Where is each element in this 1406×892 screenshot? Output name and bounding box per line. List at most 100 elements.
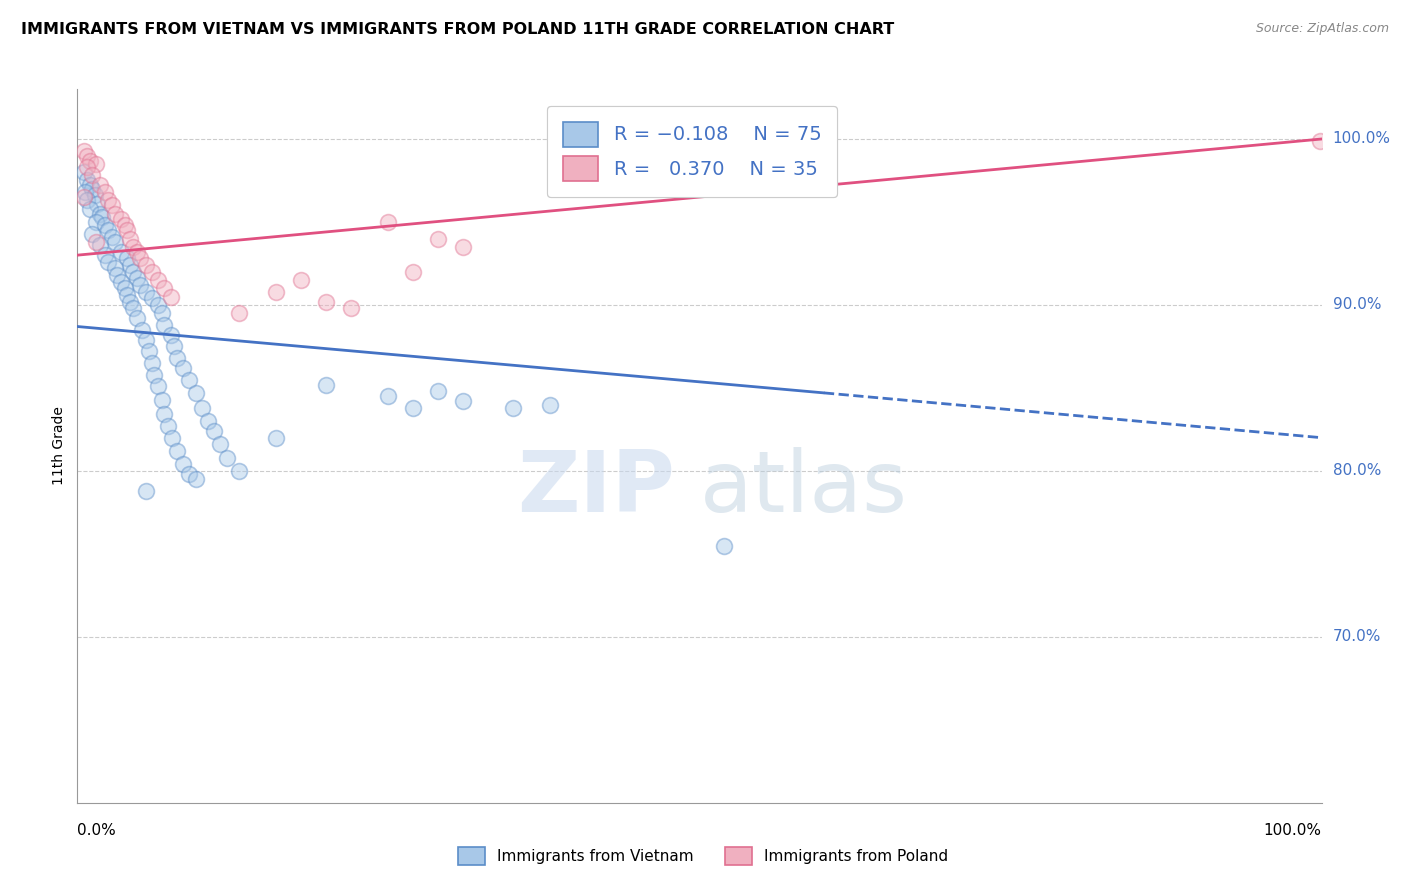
Point [290, 273, 312, 287]
Point [184, 385, 207, 400]
Point [266, 431, 288, 445]
Point [143, 368, 166, 382]
Point [135, 333, 157, 347]
Point [141, 291, 163, 305]
Point [215, 450, 238, 465]
Point [79, 178, 101, 193]
Point [135, 258, 157, 272]
Point [402, 401, 425, 415]
Point [118, 258, 141, 272]
Point [86, 196, 108, 211]
Point [125, 271, 148, 285]
Point [377, 389, 399, 403]
Text: 100.0%: 100.0% [1333, 131, 1391, 146]
Point [79, 153, 101, 168]
Point [93, 185, 115, 199]
Point [110, 211, 132, 226]
Point [110, 244, 132, 259]
Point [125, 311, 148, 326]
Y-axis label: 11th Grade: 11th Grade [52, 407, 66, 485]
Point [122, 301, 145, 316]
Point [76, 148, 98, 162]
Point [377, 215, 399, 229]
Point [166, 444, 188, 458]
Point [163, 339, 186, 353]
Point [141, 356, 163, 370]
Point [72, 190, 94, 204]
Point [105, 268, 128, 282]
Point [159, 327, 181, 342]
Point [104, 261, 127, 276]
Point [157, 419, 180, 434]
Point [135, 285, 157, 299]
Point [228, 464, 250, 478]
Point [76, 160, 98, 174]
Point [148, 379, 170, 393]
Text: Source: ZipAtlas.com: Source: ZipAtlas.com [1256, 22, 1389, 36]
Point [83, 188, 105, 202]
Point [76, 194, 98, 208]
Point [451, 394, 474, 409]
Point [89, 178, 111, 193]
Legend: R = −0.108    N = 75, R =   0.370    N = 35: R = −0.108 N = 75, R = 0.370 N = 35 [547, 106, 837, 197]
Point [148, 298, 170, 312]
Point [97, 254, 120, 268]
Point [135, 483, 157, 498]
Point [153, 318, 176, 332]
Point [115, 252, 138, 266]
Point [153, 408, 176, 422]
Point [110, 275, 132, 289]
Text: 80.0%: 80.0% [1333, 463, 1381, 478]
Point [97, 194, 120, 208]
Point [153, 281, 176, 295]
Point [172, 361, 194, 376]
Point [502, 401, 524, 415]
Point [82, 169, 104, 183]
Point [82, 182, 104, 196]
Point [101, 198, 124, 212]
Point [131, 323, 153, 337]
Point [122, 240, 145, 254]
Point [76, 173, 98, 187]
Point [115, 288, 138, 302]
Point [114, 281, 136, 295]
Text: 100.0%: 100.0% [1264, 822, 1322, 838]
Point [191, 401, 214, 415]
Point [73, 185, 96, 199]
Point [84, 215, 107, 229]
Text: IMMIGRANTS FROM VIETNAM VS IMMIGRANTS FROM POLAND 11TH GRADE CORRELATION CHART: IMMIGRANTS FROM VIETNAM VS IMMIGRANTS FR… [21, 22, 894, 37]
Point [713, 539, 735, 553]
Point [402, 265, 425, 279]
Point [209, 437, 232, 451]
Text: 90.0%: 90.0% [1333, 297, 1381, 312]
Point [118, 231, 141, 245]
Point [160, 431, 183, 445]
Point [104, 207, 127, 221]
Point [125, 244, 148, 259]
Point [197, 414, 219, 428]
Point [93, 248, 115, 262]
Point [202, 424, 225, 438]
Point [159, 290, 181, 304]
Point [84, 157, 107, 171]
Point [179, 467, 201, 482]
Point [340, 301, 363, 316]
Text: 70.0%: 70.0% [1333, 630, 1381, 644]
Point [101, 230, 124, 244]
Point [93, 219, 115, 233]
Point [72, 144, 94, 158]
Point [128, 252, 150, 266]
Point [315, 377, 337, 392]
Point [427, 384, 450, 399]
Point [141, 265, 163, 279]
Point [538, 397, 561, 411]
Legend: Immigrants from Vietnam, Immigrants from Poland: Immigrants from Vietnam, Immigrants from… [451, 841, 955, 871]
Text: 0.0%: 0.0% [77, 822, 117, 838]
Point [150, 306, 173, 320]
Point [128, 278, 150, 293]
Point [315, 294, 337, 309]
Point [138, 344, 160, 359]
Point [91, 210, 114, 224]
Point [179, 373, 201, 387]
Point [97, 223, 120, 237]
